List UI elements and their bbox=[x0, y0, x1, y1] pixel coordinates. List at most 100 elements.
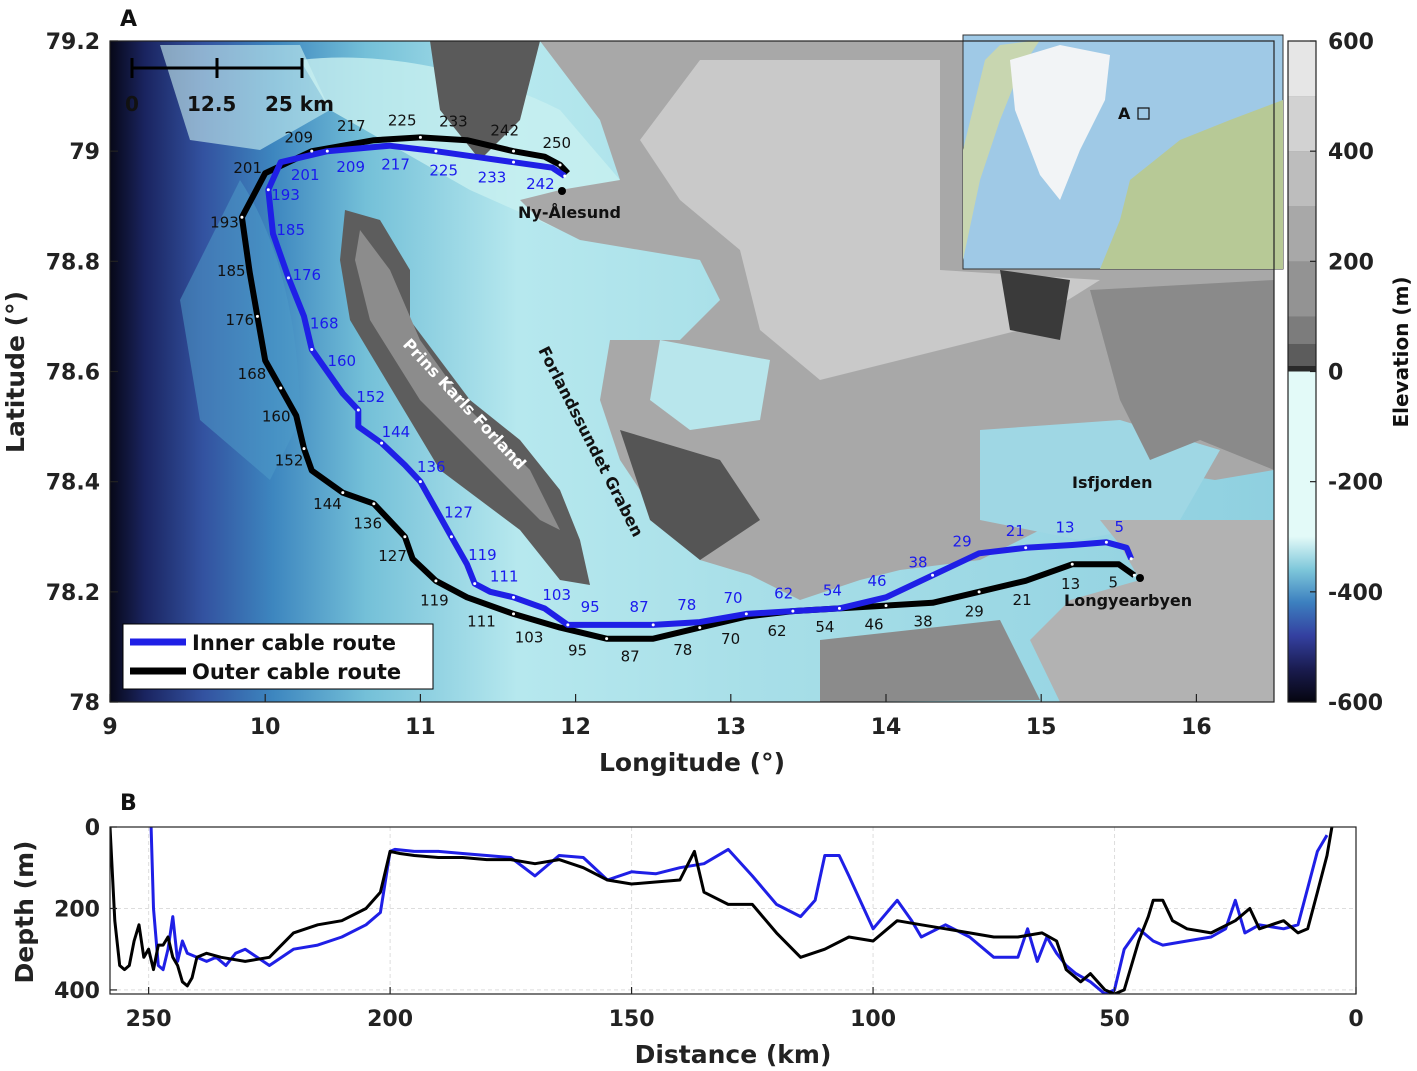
profile-x-tick-label: 50 bbox=[1099, 1007, 1130, 1032]
outer-km-label: 168 bbox=[238, 365, 267, 383]
inner-route-dot bbox=[1129, 557, 1133, 561]
inner-km-label: 168 bbox=[310, 315, 339, 333]
colorbar: 600 400 200 0 -200 -400 -600 Elevation (m) bbox=[1287, 30, 1413, 716]
outer-route-dot bbox=[310, 149, 314, 153]
outer-km-label: 250 bbox=[542, 134, 571, 152]
inner-route-dot bbox=[512, 595, 516, 599]
colorbar-steps bbox=[1288, 41, 1316, 372]
outer-route-dot bbox=[512, 612, 516, 616]
profile-y-tick-label: 0 bbox=[85, 816, 100, 841]
inner-km-label: 54 bbox=[823, 582, 842, 600]
outer-route-dot bbox=[1070, 562, 1074, 566]
map-x-tick-label: 11 bbox=[405, 715, 436, 740]
inner-km-label: 217 bbox=[381, 156, 410, 174]
inner-km-label: 103 bbox=[542, 586, 571, 604]
outer-km-label: 29 bbox=[965, 603, 984, 621]
inner-km-label: 160 bbox=[327, 352, 356, 370]
colorbar-tick-label: -600 bbox=[1328, 691, 1383, 716]
profile-x-ticks: 250 200 150 100 50 0 bbox=[126, 987, 1364, 1032]
inner-route-dot bbox=[1024, 546, 1028, 550]
inner-km-label: 119 bbox=[468, 546, 497, 564]
legend-inner-label: Inner cable route bbox=[192, 631, 396, 655]
outer-km-label: 70 bbox=[721, 630, 740, 648]
inner-km-labels: 5 13 21 29 38 46 54 62 70 78 87 95 103 111 119 127 136 14… bbox=[271, 156, 1124, 616]
outer-route-dot bbox=[372, 502, 376, 506]
land-dark bbox=[430, 41, 540, 160]
inner-route-dot bbox=[325, 149, 329, 153]
shelf-shallow bbox=[300, 57, 620, 230]
inset-map: A bbox=[962, 34, 1284, 270]
map-y-tick-label: 78.6 bbox=[46, 361, 100, 386]
map-x-tick-label: 12 bbox=[560, 715, 591, 740]
map-y-tick-label: 78.4 bbox=[46, 471, 100, 496]
map-x-tick-label: 13 bbox=[715, 715, 746, 740]
outer-route-dot bbox=[418, 135, 422, 139]
outer-km-label: 233 bbox=[439, 112, 468, 130]
inner-km-label: 46 bbox=[867, 572, 886, 590]
land-dark bbox=[620, 430, 760, 560]
inner-route-dot bbox=[931, 573, 935, 577]
inner-route-dot bbox=[356, 408, 360, 412]
scale-label-12-5: 12.5 bbox=[187, 92, 236, 116]
map-y-tick-label: 78 bbox=[69, 691, 100, 716]
scale-label-0: 0 bbox=[125, 92, 139, 116]
profile-x-tick-label: 200 bbox=[367, 1007, 413, 1032]
inset-eurasia bbox=[1100, 100, 1283, 269]
outer-km-label: 152 bbox=[275, 452, 304, 470]
land-highlands bbox=[640, 60, 1100, 380]
inner-km-label: 233 bbox=[478, 168, 507, 186]
outer-km-label: 21 bbox=[1013, 591, 1032, 609]
colorbar-label: Elevation (m) bbox=[1389, 276, 1413, 427]
outer-route-dot bbox=[403, 535, 407, 539]
inner-km-label: 127 bbox=[444, 504, 473, 522]
outer-km-label: 46 bbox=[864, 615, 883, 633]
panel-b-letter: B bbox=[120, 791, 137, 816]
inner-km-label: 144 bbox=[382, 423, 411, 441]
inner-km-label: 95 bbox=[581, 598, 600, 616]
outer-km-label: 225 bbox=[388, 111, 417, 129]
outer-route-dot bbox=[977, 590, 981, 594]
profile-x-axis-title: Distance (km) bbox=[635, 1040, 832, 1069]
colorbar-band bbox=[1288, 343, 1316, 366]
scale-bar: 0 12.5 25 km bbox=[125, 58, 334, 116]
inset-study-box bbox=[1137, 107, 1150, 120]
outer-km-label: 185 bbox=[217, 262, 246, 280]
outer-km-label: 111 bbox=[467, 613, 496, 631]
map-x-tick-label: 15 bbox=[1026, 715, 1057, 740]
inner-route-dot bbox=[266, 188, 270, 192]
inner-route-dot bbox=[563, 174, 567, 178]
colorbar-band bbox=[1288, 96, 1316, 152]
colorbar-band bbox=[1288, 261, 1316, 317]
inner-route-dot bbox=[449, 535, 453, 539]
inner-route-dot bbox=[434, 149, 438, 153]
inner-km-label: 78 bbox=[677, 596, 696, 614]
inner-km-label: 176 bbox=[292, 266, 321, 284]
inset-greenland bbox=[1010, 45, 1110, 200]
inner-route-dot bbox=[286, 276, 290, 280]
inner-km-label: 136 bbox=[417, 458, 446, 476]
inner-route-dot bbox=[473, 582, 477, 586]
inner-route-dot bbox=[310, 347, 314, 351]
outer-km-label: 209 bbox=[284, 128, 313, 146]
outer-km-label: 5 bbox=[1109, 573, 1119, 591]
shelf-shallow bbox=[160, 45, 330, 150]
land-dark bbox=[1000, 270, 1070, 340]
inset-label: A bbox=[1118, 104, 1131, 123]
outer-route-dot bbox=[884, 604, 888, 608]
outer-km-label: 144 bbox=[313, 495, 342, 513]
outer-route-dot bbox=[791, 609, 795, 613]
colorbar-band bbox=[1288, 316, 1316, 344]
outer-km-label: 201 bbox=[233, 159, 262, 177]
outer-km-label: 217 bbox=[337, 117, 366, 135]
colorbar-tick-label: 400 bbox=[1328, 140, 1374, 165]
outer-route-dot bbox=[255, 314, 259, 318]
inner-route-dot bbox=[744, 612, 748, 616]
trough bbox=[180, 180, 300, 480]
colorbar-ticks: 600 400 200 0 -200 -400 -600 bbox=[1310, 30, 1383, 716]
inner-route-dot bbox=[418, 480, 422, 484]
profile-x-tick-label: 150 bbox=[609, 1007, 655, 1032]
profile-x-tick-label: 0 bbox=[1348, 1007, 1363, 1032]
outer-route-dot bbox=[341, 491, 345, 495]
